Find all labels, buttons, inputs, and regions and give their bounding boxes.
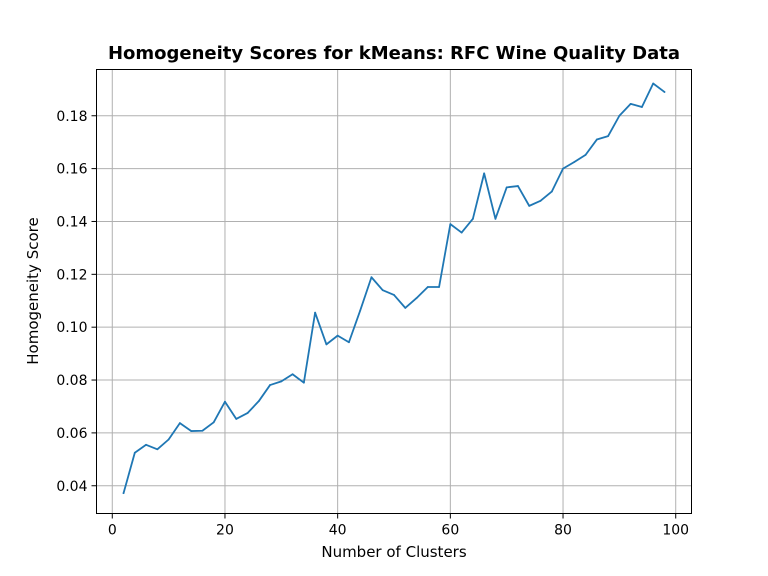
data-point [201,429,204,432]
data-point [393,294,395,296]
data-point [483,172,486,175]
data-point [257,400,260,403]
data-point [269,384,271,386]
data-point [224,400,226,403]
data-point [449,223,452,226]
data-point [415,297,418,300]
data-point [573,161,576,163]
data-point [607,135,610,138]
y-tick-label: 0.16 [56,162,87,178]
data-point [280,380,283,383]
y-tick-label: 0.10 [56,320,87,336]
data-point [539,199,542,202]
data-point [190,430,193,432]
data-point [550,190,553,193]
chart-title: Homogeneity Scores for kMeans: RFC Wine … [108,43,680,64]
y-tick-label: 0.18 [56,109,87,125]
grid [96,69,692,514]
series-line [122,82,666,495]
data-point [629,102,632,105]
data-point [359,309,362,312]
data-point [663,91,666,93]
data-point [302,381,305,384]
x-tick-label: 80 [554,523,572,539]
y-tick-label: 0.14 [56,214,87,230]
data-point [212,421,215,424]
data-point [314,311,317,314]
y-tick-label: 0.08 [56,373,87,389]
x-tick-label: 0 [108,523,117,539]
x-tick-label: 100 [662,523,689,539]
plot-frame [96,69,692,514]
data-point [438,286,440,288]
axis-ticks: 0 20 40 60 80 100 0.04 0.06 0.08 0.10 0.12 0.14 0.16… [56,109,689,539]
data-point [145,443,147,446]
y-axis-label: Homogeneity Score [24,217,42,364]
data-point [517,185,519,187]
x-tick-label: 20 [216,523,234,539]
data-point [404,306,407,309]
x-axis-label: Number of Clusters [321,543,466,561]
data-point [641,106,643,108]
data-point [156,448,159,451]
data-point [167,438,170,441]
data-point [652,82,655,85]
y-tick-label: 0.06 [56,426,87,442]
data-point [336,334,339,337]
data-point [505,186,508,189]
data-point [178,422,181,425]
data-point [291,373,294,376]
data-point [595,138,598,141]
data-point [426,286,429,288]
data-point [460,231,463,234]
data-point [325,343,328,346]
data-point [381,289,384,292]
data-point [471,217,474,220]
data-point [562,167,564,170]
data-point [528,204,531,207]
data-point [133,451,136,454]
data-point [122,492,125,495]
data-point [246,412,249,414]
series-group [122,82,666,495]
data-point [494,217,497,220]
data-point [235,417,238,420]
data-point [370,276,373,279]
x-tick-label: 40 [329,523,347,539]
y-tick-label: 0.04 [56,479,87,495]
data-point [348,341,350,344]
data-point [584,153,587,156]
data-point [618,114,621,117]
x-tick-label: 60 [441,523,459,539]
y-tick-label: 0.12 [56,267,87,283]
